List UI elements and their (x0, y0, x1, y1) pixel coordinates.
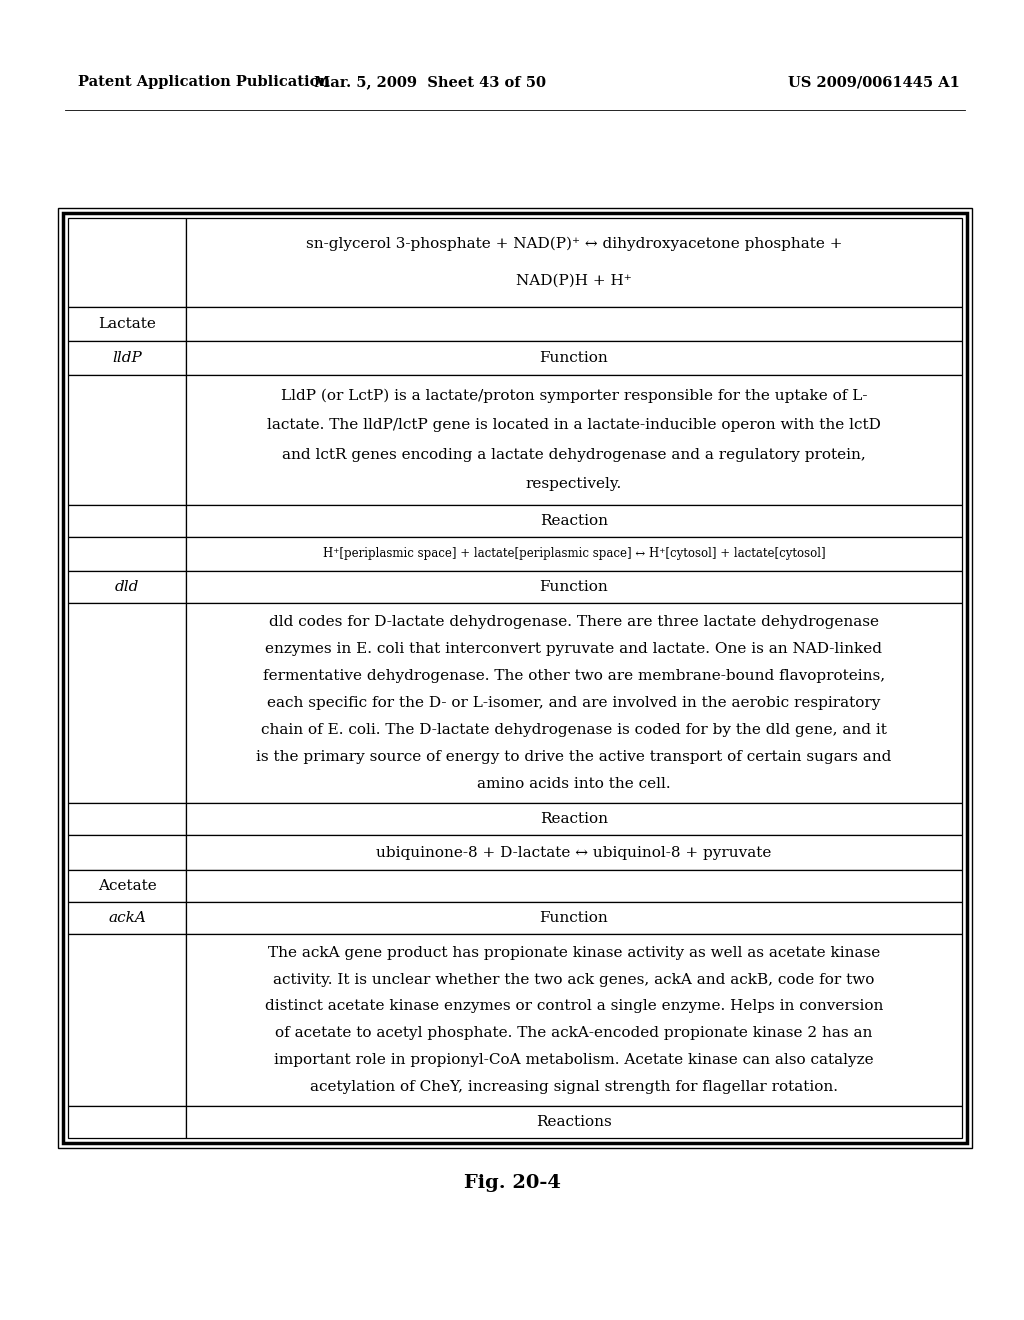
Text: dld: dld (115, 579, 139, 594)
Text: is the primary source of energy to drive the active transport of certain sugars : is the primary source of energy to drive… (256, 750, 892, 764)
Bar (186, 306, 962, 341)
Bar (68, 536, 186, 572)
Text: respectively.: respectively. (526, 477, 623, 491)
Text: enzymes in E. coli that interconvert pyruvate and lactate. One is an NAD-linked: enzymes in E. coli that interconvert pyr… (265, 642, 883, 656)
Bar (68, 603, 186, 804)
Bar (186, 218, 962, 306)
Bar (68, 836, 186, 870)
Text: Acetate: Acetate (97, 879, 157, 892)
Text: each specific for the D- or L-isomer, and are involved in the aerobic respirator: each specific for the D- or L-isomer, an… (267, 696, 881, 710)
Bar (68, 1106, 186, 1138)
Text: Function: Function (540, 351, 608, 366)
Text: Reactions: Reactions (537, 1115, 612, 1129)
Bar (186, 836, 962, 870)
Bar (63, 213, 967, 1143)
Text: important role in propionyl-CoA metabolism. Acetate kinase can also catalyze: important role in propionyl-CoA metaboli… (274, 1053, 873, 1068)
Text: NAD(P)H + H⁺: NAD(P)H + H⁺ (516, 273, 632, 288)
Text: chain of E. coli. The D-lactate dehydrogenase is coded for by the dld gene, and : chain of E. coli. The D-lactate dehydrog… (261, 723, 887, 738)
Text: Fig. 20-4: Fig. 20-4 (464, 1173, 560, 1192)
Text: acetylation of CheY, increasing signal strength for flagellar rotation.: acetylation of CheY, increasing signal s… (310, 1080, 838, 1094)
Bar (58, 209, 972, 1148)
Text: US 2009/0061445 A1: US 2009/0061445 A1 (788, 75, 961, 88)
Text: sn-glycerol 3-phosphate + NAD(P)⁺ ↔ dihydroxyacetone phosphate +: sn-glycerol 3-phosphate + NAD(P)⁺ ↔ dihy… (306, 236, 843, 251)
Text: of acetate to acetyl phosphate. The ackA-encoded propionate kinase 2 has an: of acetate to acetyl phosphate. The ackA… (275, 1027, 872, 1040)
Text: Patent Application Publication: Patent Application Publication (78, 75, 330, 88)
Text: lldP: lldP (112, 351, 142, 366)
Text: LldP (or LctP) is a lactate/proton symporter responsible for the uptake of L-: LldP (or LctP) is a lactate/proton sympo… (281, 389, 867, 403)
Bar (68, 218, 186, 306)
Bar (186, 504, 962, 536)
Bar (68, 804, 186, 836)
Text: dld codes for D-lactate dehydrogenase. There are three lactate dehydrogenase: dld codes for D-lactate dehydrogenase. T… (269, 615, 879, 628)
Bar (186, 341, 962, 375)
Text: distinct acetate kinase enzymes or control a single enzyme. Helps in conversion: distinct acetate kinase enzymes or contr… (265, 999, 883, 1014)
Text: ackA: ackA (109, 911, 146, 925)
Bar (68, 572, 186, 603)
Bar (186, 804, 962, 836)
Text: The ackA gene product has propionate kinase activity as well as acetate kinase: The ackA gene product has propionate kin… (268, 945, 880, 960)
Bar (68, 870, 186, 902)
Bar (186, 902, 962, 933)
Text: and lctR genes encoding a lactate dehydrogenase and a regulatory protein,: and lctR genes encoding a lactate dehydr… (283, 447, 866, 462)
Bar (68, 504, 186, 536)
Bar (68, 341, 186, 375)
Bar (68, 902, 186, 933)
Text: activity. It is unclear whether the two ack genes, ackA and ackB, code for two: activity. It is unclear whether the two … (273, 973, 874, 986)
Text: fermentative dehydrogenase. The other two are membrane-bound flavoproteins,: fermentative dehydrogenase. The other tw… (263, 669, 885, 684)
Bar (68, 375, 186, 504)
Text: H⁺[periplasmic space] + lactate[periplasmic space] ↔ H⁺[cytosol] + lactate[cytos: H⁺[periplasmic space] + lactate[periplas… (323, 548, 825, 560)
Bar (186, 933, 962, 1106)
Bar (68, 933, 186, 1106)
Bar (68, 306, 186, 341)
Bar (186, 1106, 962, 1138)
Bar (186, 536, 962, 572)
Text: ubiquinone-8 + D-lactate ↔ ubiquinol-8 + pyruvate: ubiquinone-8 + D-lactate ↔ ubiquinol-8 +… (376, 846, 772, 859)
Text: Reaction: Reaction (540, 812, 608, 826)
Bar (186, 375, 962, 504)
Bar (186, 870, 962, 902)
Text: amino acids into the cell.: amino acids into the cell. (477, 777, 671, 792)
Bar (186, 603, 962, 804)
Text: Function: Function (540, 911, 608, 925)
Text: lactate. The lldP/lctP gene is located in a lactate-inducible operon with the lc: lactate. The lldP/lctP gene is located i… (267, 418, 881, 433)
Text: Reaction: Reaction (540, 513, 608, 528)
Text: Lactate: Lactate (98, 317, 156, 331)
Text: Function: Function (540, 579, 608, 594)
Bar (186, 572, 962, 603)
Text: Mar. 5, 2009  Sheet 43 of 50: Mar. 5, 2009 Sheet 43 of 50 (314, 75, 546, 88)
